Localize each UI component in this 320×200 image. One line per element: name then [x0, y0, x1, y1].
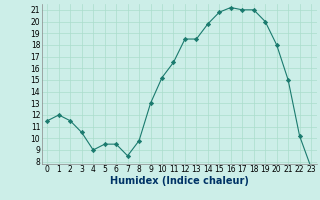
- X-axis label: Humidex (Indice chaleur): Humidex (Indice chaleur): [110, 176, 249, 186]
